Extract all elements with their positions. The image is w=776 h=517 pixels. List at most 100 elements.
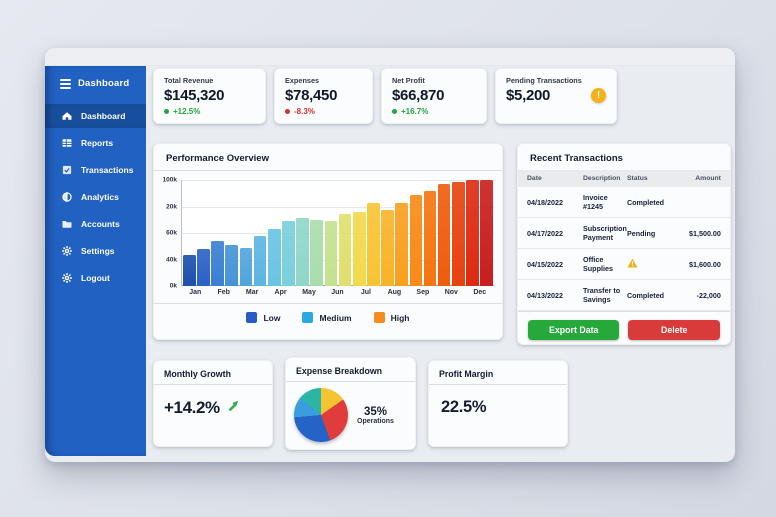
expense-breakdown-card: Expense Breakdown 35% Operations [285,357,416,450]
legend-swatch-low [246,312,258,323]
stat-value: $5,200 [506,87,551,104]
divider [154,170,502,171]
chart-y-axis: 100k 20k 60k 40k 0k [160,177,181,290]
sidebar-item-analytics[interactable]: Analytics [45,185,146,209]
stats-row: Total Revenue $145,320 +12.5% Expenses $… [153,68,731,124]
sidebar-item-label: Analytics [81,192,119,202]
trend-down-dot-icon [285,109,290,114]
legend-item-low[interactable]: Low [246,312,280,323]
stat-delta: -8.3% [285,107,362,116]
x-tick-label: Nov [444,289,458,296]
y-tick-label: 0k [169,282,177,290]
sidebar-item-dashboard[interactable]: Dashboard [45,104,146,128]
main-content: Total Revenue $145,320 +12.5% Expenses $… [146,66,735,461]
legend-swatch-high [373,312,385,323]
stat-label: Net Profit [392,76,425,85]
bar [211,241,224,286]
gear-icon [61,272,73,284]
bar [225,244,239,286]
x-tick-label: Apr [274,289,287,296]
stat-card-total-revenue: Total Revenue $145,320 +12.5% [153,68,266,124]
stat-value: $66,870 [392,87,445,104]
sidebar-item-logout[interactable]: Logout [45,266,146,290]
x-tick-label: Sep [416,289,430,296]
sidebar-item-label: Transactions [81,165,134,175]
transaction-row: 04/18/2022 Invoice #1245 Completed [518,187,730,218]
sidebar-item-accounts[interactable]: Accounts [45,212,146,236]
bar [282,221,295,286]
legend-item-medium[interactable]: Medium [302,312,352,323]
dashboard-window: Dashboard Dashboard Reports Transactions [45,48,735,462]
sidebar-item-transactions[interactable]: Transactions [45,158,146,182]
sidebar-item-label: Dashboard [81,111,126,121]
bar [423,190,437,286]
document-check-icon [61,164,73,176]
transaction-description: Transfer to Savings [583,286,621,304]
panel-title: Recent Transactions [530,153,623,164]
transaction-description: Subscription Payment [583,224,627,242]
transaction-date: 04/15/2022 [527,259,563,269]
chart-legend: Low Medium High [154,303,502,331]
stat-label: Total Revenue [164,76,214,85]
sidebar-item-label: Accounts [81,219,120,229]
panel-title: Performance Overview [166,153,269,164]
pie-callout-value: 35% [363,405,387,418]
legend-item-high[interactable]: High [373,312,410,323]
legend-label: Medium [319,312,352,323]
window-top-strip [45,48,735,66]
chart-plot-area [181,180,494,286]
sidebar: Dashboard Dashboard Reports Transactions [45,66,146,456]
bar [296,218,309,286]
transaction-description: Office Supplies [583,255,613,273]
export-data-button[interactable]: Export Data [528,320,620,340]
bar [183,255,196,286]
recent-transactions-panel: Recent Transactions Date Description Sta… [517,143,731,345]
transaction-date: 04/17/2022 [527,228,563,238]
transaction-amount: -22,000 [696,290,721,300]
growth-arrow-icon [226,399,240,418]
bar [480,180,493,286]
sidebar-item-reports[interactable]: Reports [45,131,146,155]
stat-card-pending-transactions: Pending Transactions $5,200 ! [495,68,617,124]
performance-overview-panel: Performance Overview 100k 20k 60k 40k 0k Jan… [153,143,503,340]
sidebar-item-settings[interactable]: Settings [45,239,146,263]
bar [367,203,380,286]
bar [409,194,423,286]
transaction-row: 04/15/2022 Office Supplies $1,600.00 [518,249,730,280]
chart-bars [183,180,493,286]
x-tick-label: Mar [245,289,259,296]
y-tick-label: 20k [166,203,177,210]
sidebar-brand[interactable]: Dashboard [45,70,146,101]
chart-x-axis: Jan Feb Mar Apr May Jun Jul Aug Sep Nov Dec [181,289,494,296]
stat-delta-value: +12.5% [173,107,201,116]
bar [437,184,451,286]
bar [267,228,281,286]
legend-label: High [390,312,410,323]
delete-button[interactable]: Delete [628,320,720,340]
transaction-status: Completed [626,290,665,300]
pending-alert-icon: ! [591,88,606,103]
y-tick-label: 60k [166,229,177,237]
stat-card-expenses: Expenses $78,450 -8.3% [274,68,373,124]
stat-label: Pending Transactions [506,76,582,85]
sidebar-nav: Dashboard Reports Transactions Analytics… [45,104,146,290]
sidebar-item-label: Settings [81,246,115,256]
bar [197,248,210,286]
x-tick-label: Aug [387,289,402,296]
gear-icon [61,245,73,257]
stat-delta: +12.5% [164,107,255,116]
divider [429,384,567,385]
stat-card-net-profit: Net Profit $66,870 +16.7% [381,68,487,124]
stat-delta: +16.7% [392,107,476,116]
card-title: Profit Margin [439,369,494,379]
monthly-growth-card: Monthly Growth +14.2% [153,360,273,447]
transaction-date: 04/18/2022 [527,197,563,207]
stat-delta-value: +16.7% [401,107,429,116]
y-tick-label: 40k [166,256,177,263]
bottom-cards-row: Monthly Growth +14.2% Expense Breakdown … [153,357,731,450]
hamburger-menu-icon[interactable] [60,78,71,89]
x-tick-label: Dec [473,289,487,296]
sidebar-item-label: Logout [81,273,110,283]
expense-pie-chart [294,388,348,442]
transaction-row: 04/13/2022 Transfer to Savings Completed -2… [518,280,730,311]
